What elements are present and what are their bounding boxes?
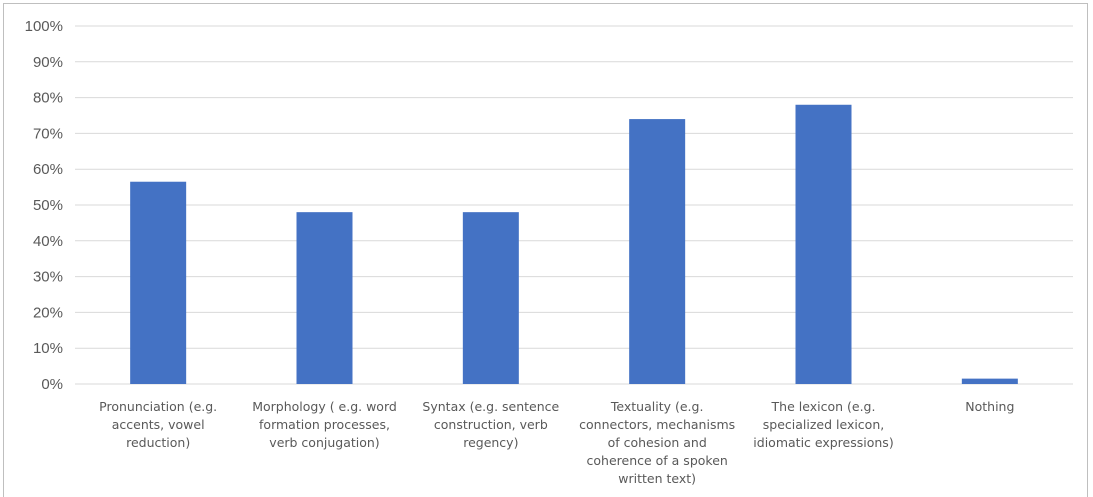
bar (462, 212, 519, 384)
bar (629, 119, 686, 384)
x-tick-label: Pronunciation (e.g. accents, vowel reducti… (99, 399, 217, 450)
y-tick-label: 20% (33, 304, 63, 321)
y-tick-label: 80% (33, 90, 63, 107)
x-tick-label: Syntax (e.g. sentence construction, verb r… (422, 399, 559, 450)
y-tick-label: 40% (33, 233, 63, 250)
y-tick-label: 60% (33, 161, 63, 178)
y-tick-label: 70% (33, 125, 63, 142)
bar (795, 104, 852, 384)
gridlines (75, 25, 1073, 385)
bar (296, 212, 353, 384)
x-tick-label: The lexicon (e.g. specialized lexicon, idi… (753, 399, 893, 450)
bar (961, 378, 1018, 384)
x-tick-label: Nothing (965, 399, 1014, 414)
y-tick-label: 0% (41, 376, 63, 393)
bars (130, 104, 1018, 384)
x-axis-ticks: Pronunciation (e.g. accents, vowel reducti… (99, 399, 1014, 486)
y-tick-label: 90% (33, 54, 63, 71)
y-axis-ticks: 0% 10% 20% 30% 40% 50% 60% 70% 80% 90% 100% (25, 18, 63, 393)
y-tick-label: 50% (33, 197, 63, 214)
x-tick-label: Textuality (e.g. connectors, mechanisms of… (579, 399, 735, 486)
y-tick-label: 30% (33, 269, 63, 286)
y-tick-label: 100% (25, 18, 63, 35)
bar (130, 181, 187, 384)
x-tick-label: Morphology ( e.g. word formation processe… (252, 399, 397, 450)
y-tick-label: 10% (33, 340, 63, 357)
